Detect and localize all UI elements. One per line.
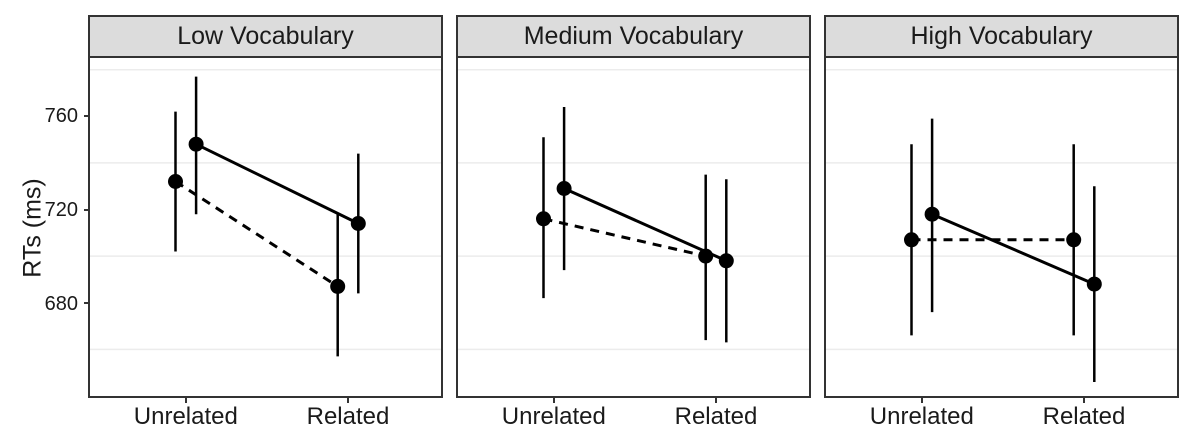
x-tick-label-unrelated: Unrelated — [869, 403, 974, 430]
facet-plot — [90, 68, 441, 357]
x-axis-ticks — [458, 398, 809, 404]
facet-panel-high-vocabulary: High Vocabulary Unrelated Related — [824, 0, 1179, 445]
x-tick-label-related: Related — [306, 403, 390, 430]
facet-plot-area — [824, 56, 1179, 398]
x-axis-labels: Unrelated Related — [826, 403, 1177, 435]
facet-plot — [458, 68, 809, 351]
x-axis-labels: Unrelated Related — [90, 403, 441, 435]
facet-title: High Vocabulary — [910, 22, 1093, 50]
facet-panel-low-vocabulary: Low Vocabulary Unrelated Related — [88, 0, 443, 445]
y-tick-mark — [84, 209, 89, 211]
y-tick-mark — [84, 302, 89, 304]
facet-strip: Medium Vocabulary — [456, 15, 811, 58]
x-tick-label-related: Related — [1042, 403, 1126, 430]
facet-title: Medium Vocabulary — [523, 22, 744, 50]
y-tick-mark — [84, 115, 89, 117]
y-tick-label-720: 720 — [44, 199, 78, 221]
facet-strip: High Vocabulary — [824, 15, 1179, 58]
x-axis-ticks — [826, 398, 1177, 404]
x-tick-label-unrelated: Unrelated — [133, 403, 238, 430]
x-axis-ticks — [90, 398, 441, 404]
y-tick-label-680: 680 — [44, 293, 78, 315]
facet-plot-area — [456, 56, 811, 398]
facet-title: Low Vocabulary — [177, 22, 354, 50]
y-axis-title: RTs (ms) — [18, 178, 47, 278]
facet-plot — [826, 68, 1177, 382]
facet-plot-area — [88, 56, 443, 398]
x-tick-label-related: Related — [674, 403, 758, 430]
y-tick-label-760: 760 — [44, 105, 78, 127]
facet-panel-medium-vocabulary: Medium Vocabulary Unrelated Related — [456, 0, 811, 445]
facet-strip: Low Vocabulary — [88, 15, 443, 58]
x-tick-label-unrelated: Unrelated — [501, 403, 606, 430]
x-axis-labels: Unrelated Related — [458, 403, 809, 435]
